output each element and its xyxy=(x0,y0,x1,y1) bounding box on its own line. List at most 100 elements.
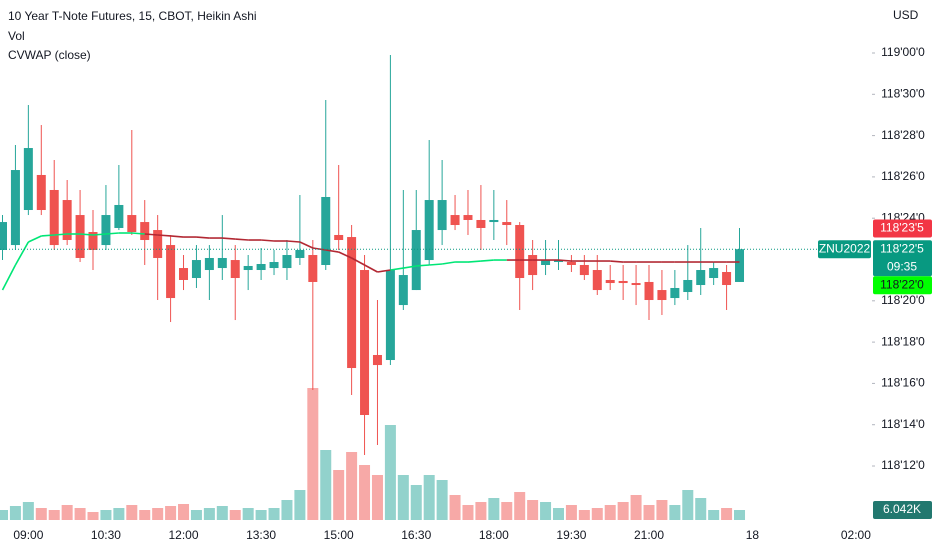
price-tag xyxy=(873,276,932,295)
volume-tag xyxy=(873,501,932,520)
cvwap-line xyxy=(157,234,171,237)
candle-body xyxy=(722,271,732,286)
candle-body xyxy=(334,234,344,241)
volume-bar xyxy=(87,511,99,520)
candle-body xyxy=(269,262,279,269)
volume-bar xyxy=(100,510,112,520)
volume-bar xyxy=(359,465,371,520)
cvwap-line xyxy=(131,232,145,235)
y-tick-label: 118'26'0 xyxy=(881,169,925,183)
candle-body xyxy=(618,280,628,284)
currency: USD xyxy=(893,8,919,22)
price-tag-label: 118'23'5 xyxy=(880,221,924,235)
volume-bar xyxy=(436,480,448,520)
volume-bar xyxy=(320,450,332,520)
price-tag-label: 118'22'0 xyxy=(880,277,924,291)
volume-bar xyxy=(152,508,164,520)
candle-body xyxy=(347,237,357,369)
candle-body xyxy=(256,264,266,271)
volume-bar xyxy=(695,498,707,520)
cvwap-line xyxy=(261,239,275,242)
cvwap-line xyxy=(54,233,68,236)
volume-bar xyxy=(294,490,306,520)
candle-body xyxy=(295,249,305,258)
volume-bar xyxy=(565,505,577,520)
candle-body xyxy=(140,222,150,241)
volume-bar xyxy=(475,502,487,520)
candle-body xyxy=(372,354,382,366)
volume-legend: Vol xyxy=(8,29,25,43)
volume-bar xyxy=(617,502,629,520)
volume-bar xyxy=(591,508,603,520)
volume-bar xyxy=(346,452,358,520)
candle-body xyxy=(166,245,176,299)
cvwap-line xyxy=(105,232,119,235)
symbol-tag-label: ZNU2022 xyxy=(819,241,871,255)
x-tick-label: 18:00 xyxy=(479,528,509,542)
candle-body xyxy=(657,290,667,301)
volume-bar xyxy=(669,505,681,520)
candle-body xyxy=(88,232,98,250)
volume-bar xyxy=(242,508,254,520)
candle-body xyxy=(101,215,111,246)
x-tick-label: 15:00 xyxy=(324,528,354,542)
volume-bar xyxy=(139,510,151,520)
candle-body xyxy=(735,249,745,282)
candle-body xyxy=(217,257,227,269)
volume-bar xyxy=(229,510,241,520)
cvwap-line xyxy=(480,259,494,262)
volume-bar xyxy=(552,508,564,520)
candle-body xyxy=(385,270,395,361)
candle-body xyxy=(644,281,654,301)
cvwap-line xyxy=(558,259,572,262)
candle-body xyxy=(75,215,85,258)
candle-body xyxy=(49,189,59,246)
x-tick-label: 02:00 xyxy=(841,528,871,542)
volume-bar xyxy=(126,505,138,520)
volume-bar xyxy=(488,498,500,520)
y-tick-label: 119'00'0 xyxy=(881,45,925,59)
volume-bar xyxy=(255,510,267,520)
cvwap-line xyxy=(170,235,184,238)
candle-body xyxy=(36,174,46,211)
volume-tag-label: 6.042K xyxy=(883,502,921,516)
y-tick-label: 118'14'0 xyxy=(881,417,925,431)
candle-body xyxy=(670,287,680,299)
countdown: 09:35 xyxy=(887,259,917,273)
x-tick-label: 18 xyxy=(746,528,760,542)
candle-body xyxy=(308,255,318,282)
candle-body xyxy=(450,215,460,226)
candle-body xyxy=(528,255,538,276)
volume-bar xyxy=(216,506,228,520)
y-tick-label: 118'20'0 xyxy=(881,293,925,307)
cvwap-line xyxy=(80,233,94,236)
y-tick-label: 118'28'0 xyxy=(881,128,925,142)
volume-bar xyxy=(423,475,435,520)
volume-bar xyxy=(384,425,396,520)
candle-body xyxy=(683,279,693,293)
x-tick-label: 19:30 xyxy=(556,528,586,542)
x-tick-label: 12:00 xyxy=(169,528,199,542)
cvwap-line xyxy=(429,263,443,266)
cvwap-line xyxy=(222,237,236,240)
candle-body xyxy=(179,268,189,280)
volume-bar xyxy=(165,506,177,520)
volume-bar xyxy=(682,490,694,520)
volume-bar xyxy=(721,508,733,520)
volume-bar xyxy=(333,470,345,520)
candle-layer xyxy=(0,54,745,456)
cvwap-line xyxy=(351,257,365,266)
volume-bar xyxy=(514,492,526,520)
candle-body xyxy=(243,265,253,271)
x-tick-label: 09:00 xyxy=(13,528,43,542)
volume-bar xyxy=(501,502,513,520)
y-tick-label: 118'16'0 xyxy=(881,376,925,390)
candle-body xyxy=(321,196,331,265)
candle-body xyxy=(62,200,72,241)
candle-body xyxy=(541,260,551,265)
x-tick-label: 10:30 xyxy=(91,528,121,542)
candle-body xyxy=(10,170,20,246)
candle-body xyxy=(424,200,434,261)
x-tick-label: 16:30 xyxy=(401,528,431,542)
